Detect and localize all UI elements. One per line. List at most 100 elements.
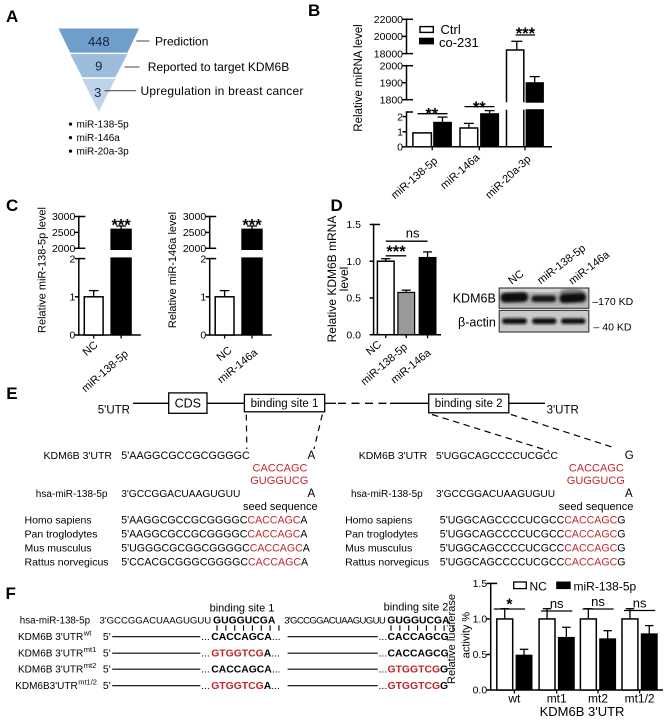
svg-text:Relative KDM6B mRNA: Relative KDM6B mRNA (325, 216, 339, 343)
svg-text:5'UGGCAGCCCCUCGCCCACCAGCG: 5'UGGCAGCCCCUCGCCCACCAGCG (440, 529, 626, 541)
svg-text:3'GCCGGACUAAGUGUU: 3'GCCGGACUAAGUGUU (121, 489, 240, 500)
svg-text:D: D (331, 196, 343, 215)
svg-text:2500: 2500 (183, 227, 207, 239)
svg-text:3'UTR: 3'UTR (547, 405, 579, 417)
svg-text:...: ... (379, 664, 388, 676)
svg-text:miR-20a-3p: miR-20a-3p (77, 147, 130, 158)
svg-text:2000: 2000 (183, 243, 207, 255)
svg-text:mt2: mt2 (588, 692, 608, 706)
svg-text:3'GCCGGACUAAGUGUU: 3'GCCGGACUAAGUGUU (436, 489, 555, 500)
svg-text:1.0: 1.0 (473, 614, 488, 626)
svg-text:***: *** (386, 243, 406, 261)
svg-text:...: ... (379, 631, 388, 643)
svg-text:CACCAGC: CACCAGC (253, 462, 308, 474)
svg-text:5'UGGCAGCCCCUCGCCCACCAGCG: 5'UGGCAGCCCCUCGCCCACCAGCG (440, 543, 626, 555)
svg-text:miR-20a-3p: miR-20a-3p (483, 153, 533, 201)
svg-text:mt1/2: mt1/2 (78, 678, 97, 687)
svg-text:mt2: mt2 (84, 661, 97, 670)
svg-text:***: *** (516, 25, 536, 43)
svg-text:9: 9 (95, 59, 102, 74)
svg-text:– 40 KD: – 40 KD (594, 322, 632, 334)
svg-text:Relative miR-138-5p level: Relative miR-138-5p level (36, 207, 48, 333)
svg-text:5': 5' (103, 664, 111, 676)
svg-text:KDM6B 3'UTR: KDM6B 3'UTR (18, 665, 83, 676)
svg-text:wt: wt (507, 692, 521, 706)
svg-text:5'UGGGCGCGGCGGGGCCACCAGCA: 5'UGGGCGCGGCGGGGCCACCAGCA (121, 543, 311, 555)
svg-text:2: 2 (200, 253, 206, 265)
svg-text:KDM6B 3'UTR: KDM6B 3'UTR (18, 632, 83, 643)
svg-text:E: E (6, 384, 17, 403)
svg-text:miR-138-5p: miR-138-5p (389, 155, 440, 202)
svg-text:KDM6B 3'UTR: KDM6B 3'UTR (44, 450, 113, 462)
svg-text:binding site 1: binding site 1 (251, 398, 319, 410)
svg-text:Homo sapiens: Homo sapiens (25, 515, 92, 527)
svg-text:CACCAGCA...: CACCAGCA... (211, 632, 280, 643)
svg-text:ns: ns (633, 596, 647, 611)
svg-text:5'AAGGCGCCGCGGGGC: 5'AAGGCGCCGCGGGGC (121, 450, 250, 462)
svg-text:...: ... (201, 680, 210, 692)
svg-text:GUGGUCG: GUGGUCG (567, 475, 625, 487)
svg-text:GTGGTCGA...: GTGGTCGA... (211, 649, 280, 660)
svg-text:5'UGGCAGCCCCUCGCCCACCAGCG: 5'UGGCAGCCCCUCGCCCACCAGCG (440, 515, 626, 527)
svg-text:***: *** (242, 217, 262, 235)
svg-text:β-actin: β-actin (458, 316, 496, 330)
svg-text:1800: 1800 (380, 94, 404, 106)
svg-text:**: ** (425, 105, 438, 123)
svg-text:activity %: activity % (461, 612, 473, 659)
svg-text:KDM6B 3'UTR: KDM6B 3'UTR (18, 649, 83, 660)
svg-text:CACCAGCA...: CACCAGCA... (211, 665, 280, 676)
svg-text:GUGGUCGA: GUGGUCGA (213, 616, 276, 627)
svg-text:wt: wt (83, 629, 92, 638)
svg-text:1: 1 (69, 292, 75, 304)
svg-text:A: A (625, 488, 633, 500)
svg-text:0.0: 0.0 (473, 685, 488, 697)
svg-text:NC: NC (215, 344, 235, 363)
svg-text:Pan troglodytes: Pan troglodytes (25, 529, 98, 541)
svg-text:...: ... (379, 680, 388, 692)
svg-text:CACCAGCG: CACCAGCG (388, 632, 449, 643)
svg-text:0: 0 (200, 330, 206, 342)
svg-text:**: ** (473, 99, 486, 117)
svg-text:0.0: 0.0 (346, 329, 361, 341)
svg-text:F: F (6, 584, 16, 603)
svg-text:ns: ns (550, 596, 564, 611)
svg-text:co-231: co-231 (439, 35, 479, 50)
svg-text:...: ... (201, 648, 210, 660)
svg-text:0: 0 (69, 330, 75, 342)
svg-text:Mus musculus: Mus musculus (345, 543, 412, 555)
svg-text:...: ... (201, 664, 210, 676)
svg-text:NC: NC (506, 268, 526, 287)
svg-text:448: 448 (88, 34, 110, 49)
svg-text:GUGGUCG: GUGGUCG (250, 475, 308, 487)
svg-text:5'AAGGCGCCGCGGGGCCACCAGCA: 5'AAGGCGCCGCGGGGCCACCAGCA (121, 515, 308, 527)
svg-text:5'UGGCAGCCCCUCGCCCACCAGCG: 5'UGGCAGCCCCUCGCCCACCAGCG (440, 557, 626, 569)
svg-text:5'AAGGCGCCGCGGGGCCACCAGCA: 5'AAGGCGCCGCGGGGCCACCAGCA (121, 529, 308, 541)
svg-text:KDM6B: KDM6B (453, 292, 496, 306)
svg-text:2000: 2000 (380, 60, 404, 72)
svg-text:KDM6B3'UTR: KDM6B3'UTR (15, 681, 77, 692)
svg-text:mt1: mt1 (84, 645, 97, 654)
svg-text:*: * (506, 596, 513, 613)
svg-text:level: level (337, 267, 351, 292)
svg-text:***: *** (111, 217, 131, 235)
svg-text:A: A (6, 7, 18, 26)
svg-text:G: G (625, 450, 634, 462)
svg-text:20000: 20000 (374, 31, 403, 43)
svg-text:1: 1 (200, 292, 206, 304)
svg-text:3'GCCGGACUAAGUGUU: 3'GCCGGACUAAGUGUU (284, 616, 386, 627)
svg-text:5'CCACGCGGGCGGGGCCACCAGCA: 5'CCACGCGGGCGGGGCCACCAGCA (121, 557, 309, 569)
svg-text:Ctrl: Ctrl (441, 22, 461, 37)
svg-text:Relative luciferase: Relative luciferase (446, 594, 458, 684)
svg-text:Rattus norvegicus: Rattus norvegicus (345, 557, 429, 569)
svg-text:NC: NC (364, 339, 384, 359)
svg-text:Reported to target KDM6B: Reported to target KDM6B (148, 60, 289, 74)
svg-text:binding site 2: binding site 2 (435, 398, 503, 410)
svg-text:5'UGGCAGCCCCUCGCC: 5'UGGCAGCCCCUCGCC (436, 451, 559, 462)
svg-text:3000: 3000 (52, 211, 76, 223)
svg-text:0.5: 0.5 (473, 649, 488, 661)
svg-text:A: A (308, 450, 316, 462)
svg-text:2: 2 (397, 111, 403, 123)
svg-text:binding site 2: binding site 2 (384, 602, 449, 614)
svg-text:seed sequence: seed sequence (243, 501, 318, 513)
svg-text:Prediction: Prediction (155, 35, 208, 49)
